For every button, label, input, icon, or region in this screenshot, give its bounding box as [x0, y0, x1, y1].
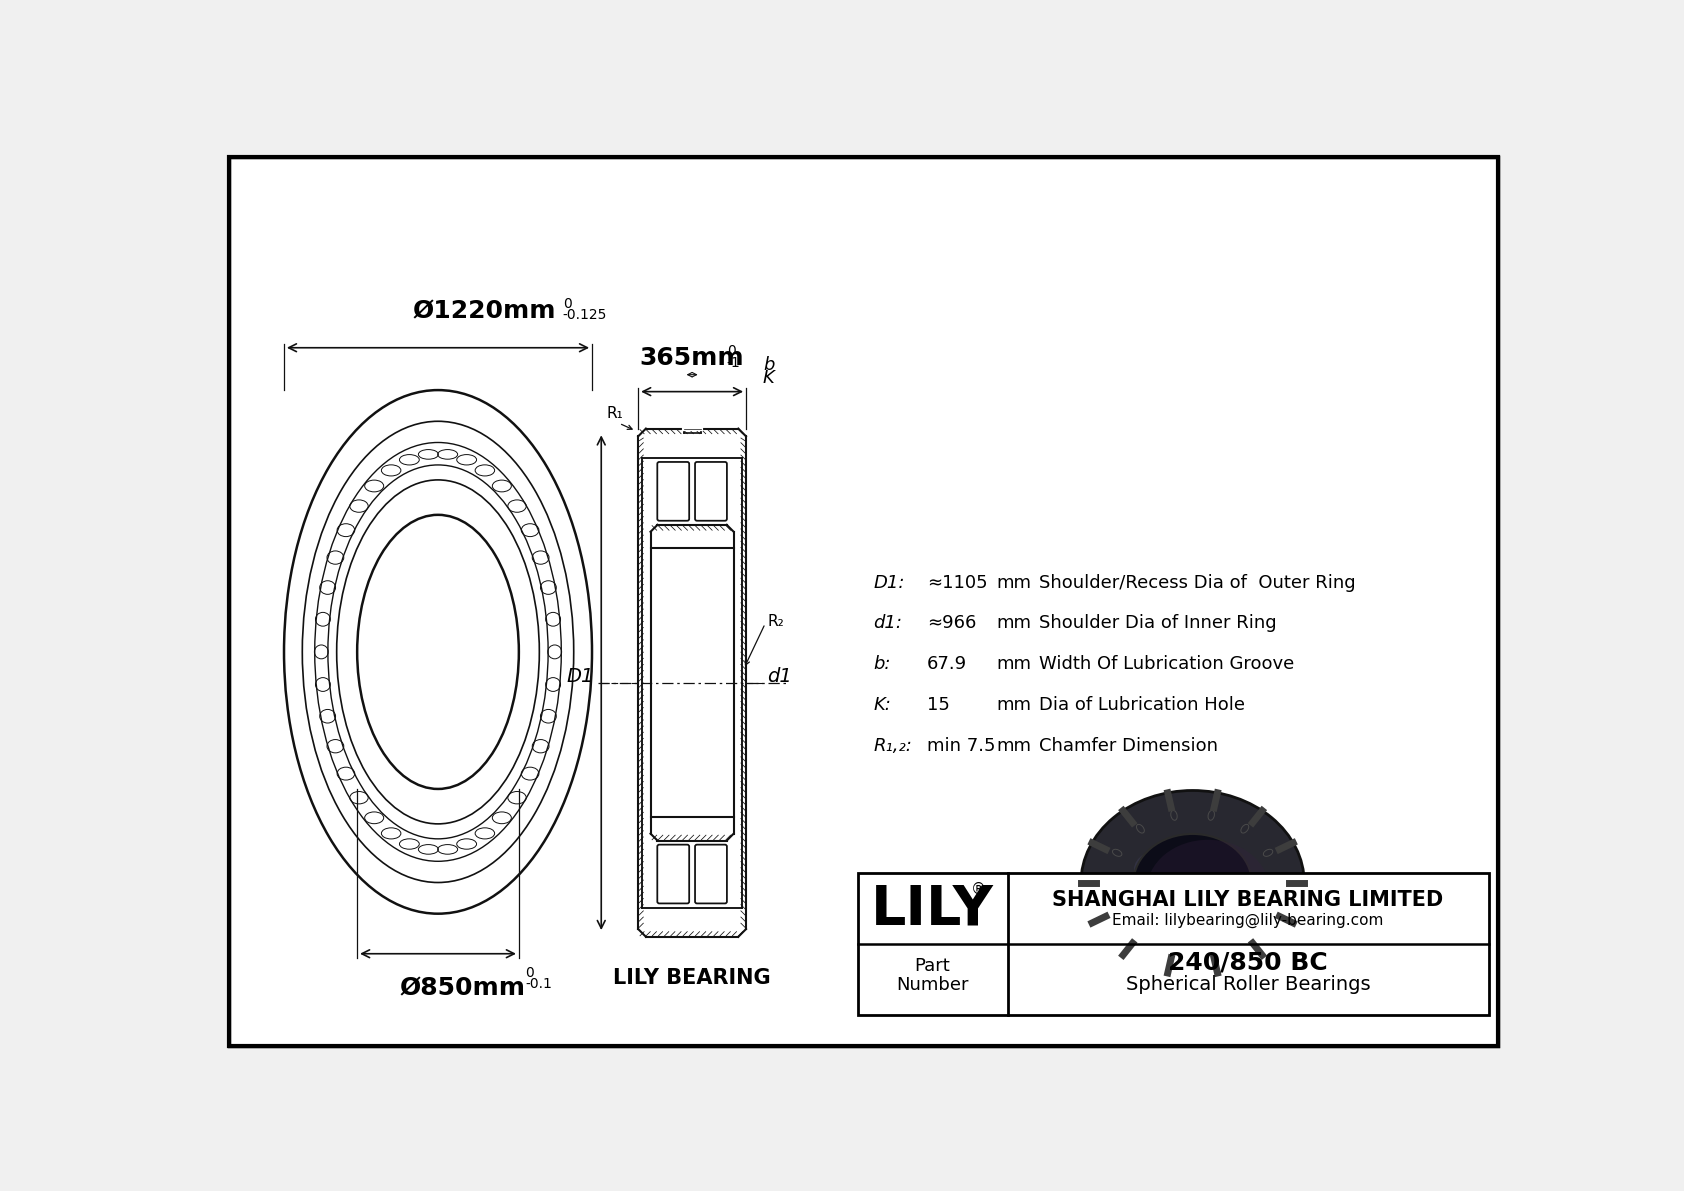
Text: Part: Part: [914, 958, 950, 975]
Text: -0.125: -0.125: [562, 307, 608, 322]
Text: ≈966: ≈966: [926, 615, 977, 632]
Text: D1: D1: [566, 667, 593, 686]
Text: 15: 15: [926, 696, 950, 715]
Text: LILY BEARING: LILY BEARING: [613, 967, 771, 987]
Text: 0: 0: [562, 297, 571, 311]
Text: mm: mm: [997, 737, 1031, 755]
Text: -0.1: -0.1: [525, 977, 552, 991]
Text: 0: 0: [727, 344, 736, 357]
FancyBboxPatch shape: [857, 873, 1489, 1016]
Text: K: K: [763, 369, 775, 387]
Text: Ø1220mm: Ø1220mm: [413, 299, 556, 323]
Text: 67.9: 67.9: [926, 655, 967, 673]
Text: min 7.5: min 7.5: [926, 737, 995, 755]
Text: 240/850 BC: 240/850 BC: [1169, 950, 1329, 975]
Text: R₂: R₂: [768, 613, 785, 629]
Text: Dia of Lubrication Hole: Dia of Lubrication Hole: [1039, 696, 1244, 715]
Text: b:: b:: [872, 655, 891, 673]
Text: mm: mm: [997, 574, 1031, 592]
Text: R₁,₂:: R₁,₂:: [872, 737, 913, 755]
Text: ®: ®: [972, 881, 987, 897]
Ellipse shape: [1133, 848, 1202, 890]
Ellipse shape: [1147, 840, 1270, 941]
Text: d1:: d1:: [872, 615, 903, 632]
FancyBboxPatch shape: [229, 157, 1497, 1046]
Text: R₁: R₁: [606, 406, 623, 420]
Text: -1: -1: [727, 356, 741, 370]
Text: Spherical Roller Bearings: Spherical Roller Bearings: [1125, 975, 1371, 994]
Text: Width Of Lubrication Groove: Width Of Lubrication Groove: [1039, 655, 1293, 673]
Text: b: b: [763, 356, 775, 374]
Text: Number: Number: [896, 975, 968, 993]
Text: mm: mm: [997, 696, 1031, 715]
Text: mm: mm: [997, 655, 1031, 673]
Text: Shoulder Dia of Inner Ring: Shoulder Dia of Inner Ring: [1039, 615, 1276, 632]
Ellipse shape: [1133, 834, 1251, 931]
Text: Ø850mm: Ø850mm: [399, 977, 525, 1000]
Text: Chamfer Dimension: Chamfer Dimension: [1039, 737, 1218, 755]
Text: ≈1105: ≈1105: [926, 574, 987, 592]
Text: D1:: D1:: [872, 574, 904, 592]
Text: K:: K:: [872, 696, 891, 715]
Text: LILY: LILY: [871, 883, 994, 936]
Text: 0: 0: [525, 966, 534, 980]
Text: Shoulder/Recess Dia of  Outer Ring: Shoulder/Recess Dia of Outer Ring: [1039, 574, 1356, 592]
Text: Email: lilybearing@lily-bearing.com: Email: lilybearing@lily-bearing.com: [1113, 913, 1384, 928]
Text: SHANGHAI LILY BEARING LIMITED: SHANGHAI LILY BEARING LIMITED: [1052, 890, 1443, 910]
Text: d1: d1: [766, 667, 791, 686]
Text: mm: mm: [997, 615, 1031, 632]
Ellipse shape: [1081, 791, 1305, 975]
Text: 365mm: 365mm: [640, 347, 744, 370]
